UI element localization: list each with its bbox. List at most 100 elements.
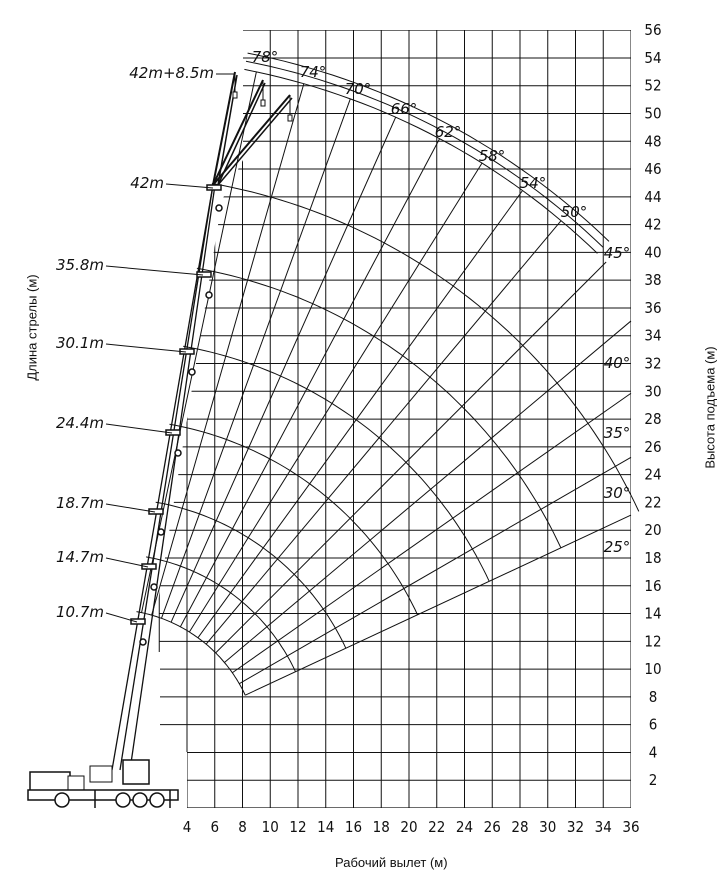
leader-line <box>105 343 187 353</box>
boom-length-labels: 10.7m 14.7m 18.7m 24.4m 30.1m 35.8m 42m 42m+8.5… <box>56 64 235 623</box>
boom-section-line <box>111 184 214 771</box>
angle-label: 45° <box>604 244 631 262</box>
angle-line-25 <box>245 514 632 696</box>
x-tick-label: 10 <box>262 818 279 836</box>
leader-line <box>105 612 138 623</box>
hook-block-icon <box>215 204 223 212</box>
leader-line <box>105 503 156 513</box>
y-tick-label: 12 <box>644 632 661 650</box>
hook-block-icon <box>150 583 158 591</box>
angle-label: 58° <box>479 147 506 165</box>
x-tick-label: 30 <box>539 818 556 836</box>
boom-length-label: 42m <box>130 174 164 192</box>
leader-line <box>105 423 173 434</box>
jib-line <box>217 97 293 186</box>
boom-section-line <box>129 184 216 771</box>
y-tick-label: 14 <box>644 605 661 623</box>
hook-icon <box>232 91 238 99</box>
boom-joint <box>141 563 157 570</box>
boom-length-label: 30.1m <box>56 334 104 352</box>
x-tick-label: 16 <box>345 818 362 836</box>
boom-arc-14.7m <box>146 556 296 672</box>
boom-joint <box>130 618 146 625</box>
boom-length-label: 14.7m <box>56 548 104 566</box>
y-tick-label: 34 <box>644 327 661 345</box>
angle-line-40 <box>224 320 632 663</box>
truck-part <box>89 765 113 783</box>
y-tick-label: 56 <box>644 21 661 39</box>
angle-label: 66° <box>391 100 418 118</box>
y-tick-label: 16 <box>644 577 661 595</box>
x-tick-label: 20 <box>400 818 417 836</box>
grid <box>150 30 631 808</box>
x-tick-label: 36 <box>622 818 639 836</box>
y-tick-label: 26 <box>644 438 661 456</box>
hook-block-icon <box>205 291 213 299</box>
y-tick-label: 54 <box>644 49 661 67</box>
x-tick-label: 26 <box>484 818 501 836</box>
x-tick-label: 24 <box>456 818 473 836</box>
y-tick-label: 22 <box>644 493 661 511</box>
y-tick-label: 38 <box>644 271 661 289</box>
leader-line <box>105 557 149 568</box>
angle-line-66 <box>170 116 397 623</box>
y-tick-label: 18 <box>644 549 661 567</box>
boom-arc-42m+8.5m <box>245 60 604 248</box>
boom-arc-35.8m <box>196 267 562 549</box>
angle-line-74 <box>151 83 305 616</box>
hook-icon <box>287 114 293 122</box>
x-tick-label: 12 <box>289 818 306 836</box>
angle-label: 25° <box>604 538 631 556</box>
jib-line <box>217 82 266 186</box>
y-tick-label: 24 <box>644 466 661 484</box>
y-tick-label: 48 <box>644 132 661 150</box>
angle-line-70 <box>160 98 351 619</box>
truck-part <box>27 789 179 801</box>
hook-block-icon <box>139 638 147 646</box>
angle-label: 50° <box>561 203 588 221</box>
x-tick-label: 18 <box>373 818 390 836</box>
y-tick-label: 40 <box>644 243 661 261</box>
jib-line <box>212 71 236 186</box>
boom-arc-10.7m <box>136 611 246 696</box>
crane-boom <box>111 71 293 771</box>
angle-label: 54° <box>520 174 547 192</box>
angle-label: 40° <box>604 354 631 372</box>
boom-length-label: 10.7m <box>56 603 104 621</box>
angle-line-62 <box>179 138 441 628</box>
angle-line-58 <box>188 162 483 633</box>
x-tick-label: 34 <box>595 818 612 836</box>
boom-arc-30.1m <box>183 345 490 582</box>
x-tick-label: 14 <box>317 818 334 836</box>
truck-part <box>115 792 131 808</box>
x-tick-label: 4 <box>183 818 192 836</box>
truck-part <box>132 792 148 808</box>
y-tick-label: 10 <box>644 660 661 678</box>
hook-block-icon <box>188 368 196 376</box>
y-tick-label: 28 <box>644 410 661 428</box>
boom-section-line <box>119 184 214 771</box>
boom-length-label: 18.7m <box>56 494 104 512</box>
y-axis-title-boom-length: Длина стрелы (м) <box>24 274 40 381</box>
y-tick-label: 30 <box>644 382 661 400</box>
y-axis-ticks: 2468101214161820222426283032343638404244… <box>644 21 661 789</box>
y-tick-label: 32 <box>644 355 661 373</box>
leader-line <box>165 183 214 189</box>
angle-line-45 <box>215 261 607 654</box>
angle-line-35 <box>232 392 632 674</box>
boom-length-arcs <box>136 52 640 696</box>
truck-part <box>54 792 70 808</box>
angle-line-30 <box>239 456 632 685</box>
y-tick-label: 52 <box>644 77 661 95</box>
y-tick-label: 46 <box>644 160 661 178</box>
y-tick-label: 20 <box>644 521 661 539</box>
truck-part <box>122 759 150 785</box>
angle-line-54 <box>197 190 523 639</box>
hook-block-icon <box>174 449 182 457</box>
jib-line <box>212 79 264 186</box>
boom-arc-42m+8.5m <box>244 68 598 254</box>
y-tick-label: 50 <box>644 105 661 123</box>
y-tick-label: 6 <box>649 716 658 734</box>
angle-label: 70° <box>345 80 372 98</box>
